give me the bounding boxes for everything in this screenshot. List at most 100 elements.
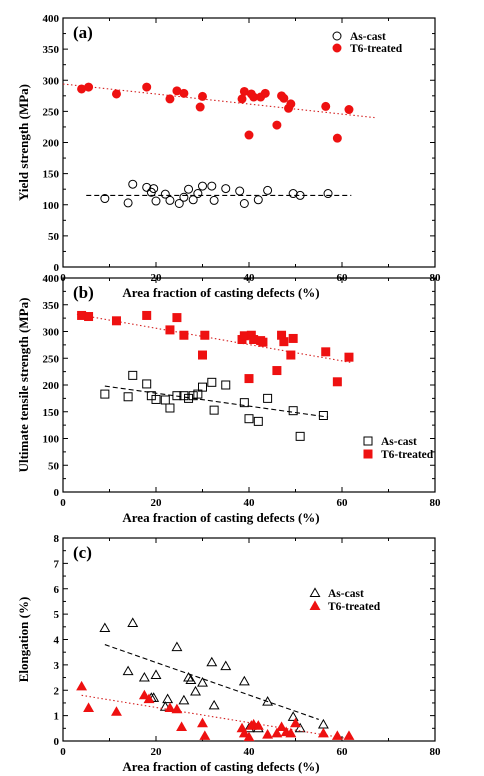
data-point <box>272 120 282 130</box>
data-point <box>288 406 298 416</box>
y-tick-label: 250 <box>43 106 60 118</box>
y-tick-label: 0 <box>54 736 60 748</box>
x-tick-label: 40 <box>244 746 256 758</box>
data-point <box>243 731 255 742</box>
data-point <box>208 699 220 710</box>
data-point <box>183 671 195 682</box>
data-point <box>193 189 203 199</box>
y-axis-label: Yield strength (MPa) <box>16 84 31 201</box>
data-point <box>253 195 263 205</box>
data-point <box>239 398 249 408</box>
data-point <box>294 722 306 733</box>
data-point <box>100 389 110 399</box>
series-t6-treated <box>76 310 354 387</box>
series-t6-treated <box>76 680 355 742</box>
data-point <box>165 325 175 335</box>
data-point <box>171 641 183 652</box>
data-point <box>122 665 134 676</box>
x-tick-label: 0 <box>60 497 66 509</box>
data-point <box>295 190 305 200</box>
y-tick-label: 200 <box>43 138 60 150</box>
legend-marker <box>309 587 321 597</box>
y-tick-label: 100 <box>43 200 60 212</box>
data-point <box>237 94 247 104</box>
data-point <box>209 405 219 415</box>
data-point <box>238 675 250 686</box>
data-point <box>206 656 218 667</box>
y-tick-label: 3 <box>54 660 60 672</box>
y-axis-label: Ultimate tensile strength (MPa) <box>16 298 31 473</box>
data-point <box>184 393 194 403</box>
data-point <box>195 102 205 112</box>
y-tick-label: 350 <box>43 44 60 56</box>
data-point <box>138 671 150 682</box>
data-point <box>252 720 264 730</box>
data-point <box>271 727 283 738</box>
y-tick-label: 150 <box>43 169 60 181</box>
trend-line <box>76 313 352 364</box>
data-point <box>151 394 161 404</box>
data-point <box>344 105 354 115</box>
legend-label: T6-treated <box>381 449 434 461</box>
x-axis-label: Area fraction of casting defects (%) <box>122 285 319 300</box>
legend-marker <box>332 31 342 41</box>
y-tick-label: 6 <box>54 584 60 596</box>
data-point <box>276 721 288 731</box>
data-point <box>111 316 121 326</box>
data-point <box>197 717 208 728</box>
y-tick-label: 350 <box>43 300 60 312</box>
data-point <box>171 703 183 714</box>
data-point <box>160 395 170 405</box>
series-as-cast <box>100 370 329 441</box>
data-point <box>127 617 139 627</box>
data-point <box>143 693 155 704</box>
data-point <box>207 377 217 387</box>
data-point <box>198 91 207 101</box>
data-point <box>317 718 329 729</box>
y-tick-label: 2 <box>54 685 60 697</box>
panel-label: (a) <box>73 23 93 42</box>
plot-frame <box>62 277 436 493</box>
data-point <box>253 416 263 426</box>
data-point <box>142 82 152 92</box>
data-point <box>128 179 138 189</box>
y-tick-label: 300 <box>43 327 60 339</box>
y-tick-label: 300 <box>43 75 60 87</box>
data-point <box>207 181 217 191</box>
data-point <box>164 702 176 712</box>
data-point <box>262 729 274 739</box>
data-point <box>179 192 189 202</box>
data-point <box>111 706 122 716</box>
y-tick-label: 250 <box>43 353 60 365</box>
legend-marker <box>363 436 373 446</box>
data-point <box>244 374 254 384</box>
data-point <box>111 89 121 99</box>
data-point <box>331 730 343 740</box>
data-point <box>123 392 133 402</box>
y-tick-label: 0 <box>54 487 60 499</box>
data-point <box>323 189 333 199</box>
data-point <box>221 184 231 194</box>
plot-frame <box>62 17 436 268</box>
y-tick-label: 150 <box>43 407 60 419</box>
legend-label: As-cast <box>328 588 364 600</box>
data-point <box>188 195 198 205</box>
legend-label: T6-treated <box>328 601 381 613</box>
data-point <box>179 330 189 340</box>
y-tick-label: 1 <box>54 711 60 723</box>
data-point <box>286 350 296 360</box>
legend-marker <box>309 600 321 610</box>
x-tick-label: 80 <box>430 497 442 509</box>
x-tick-label: 20 <box>151 497 163 509</box>
y-tick-label: 50 <box>48 460 60 472</box>
data-point <box>263 185 273 195</box>
data-point <box>200 330 210 340</box>
legend-label: As-cast <box>381 436 417 448</box>
data-point <box>295 431 305 441</box>
series-as-cast <box>99 617 329 733</box>
x-tick-label: 20 <box>151 746 163 758</box>
y-tick-label: 100 <box>43 434 60 446</box>
data-point <box>190 685 201 696</box>
